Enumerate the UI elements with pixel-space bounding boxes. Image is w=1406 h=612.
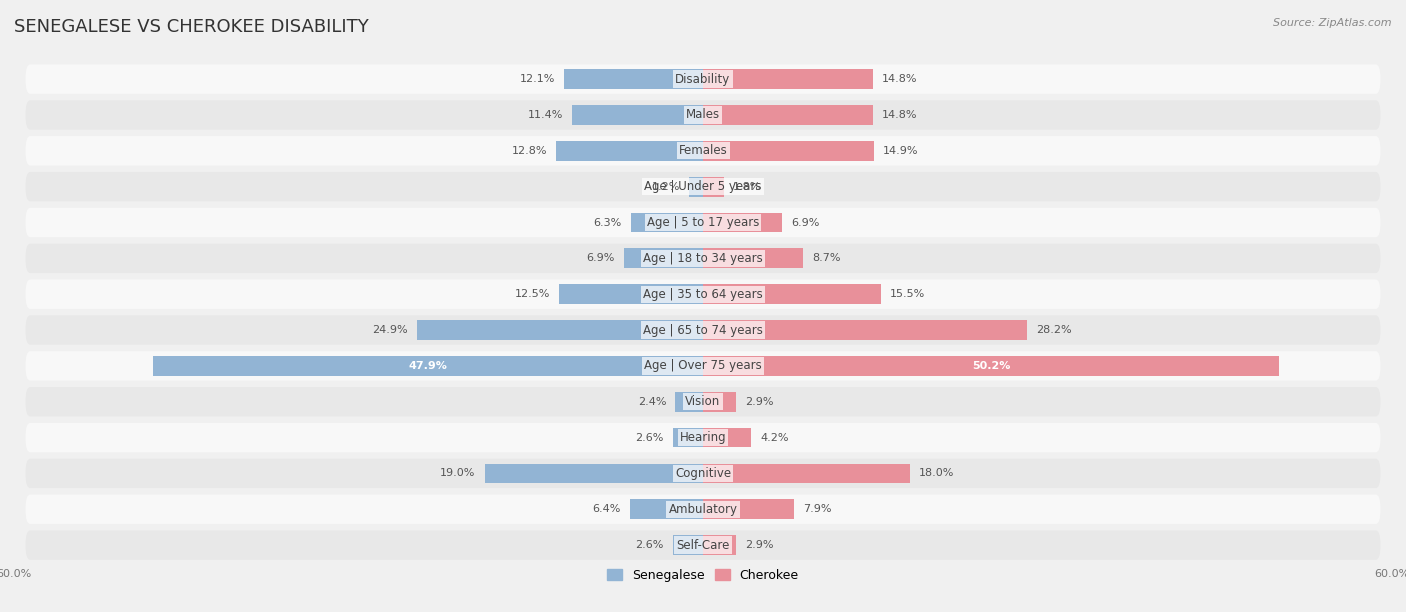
FancyBboxPatch shape (25, 494, 1381, 524)
Text: 28.2%: 28.2% (1036, 325, 1071, 335)
Text: 14.8%: 14.8% (882, 110, 918, 120)
Text: 2.6%: 2.6% (636, 540, 664, 550)
Text: 14.8%: 14.8% (882, 74, 918, 84)
FancyBboxPatch shape (25, 531, 1381, 560)
Bar (703, 105, 873, 125)
FancyBboxPatch shape (25, 64, 1381, 94)
Text: Source: ZipAtlas.com: Source: ZipAtlas.com (1274, 18, 1392, 28)
Bar (689, 177, 703, 196)
Bar (675, 392, 703, 412)
Text: Age | Under 5 years: Age | Under 5 years (644, 180, 762, 193)
Bar (703, 212, 782, 233)
Text: Vision: Vision (685, 395, 721, 408)
Text: Age | 65 to 74 years: Age | 65 to 74 years (643, 324, 763, 337)
Bar (703, 177, 724, 196)
Text: 1.8%: 1.8% (733, 182, 761, 192)
FancyBboxPatch shape (25, 100, 1381, 130)
FancyBboxPatch shape (25, 387, 1381, 416)
Bar (153, 356, 703, 376)
Text: Hearing: Hearing (679, 431, 727, 444)
Text: 50.2%: 50.2% (972, 361, 1011, 371)
Text: Self-Care: Self-Care (676, 539, 730, 551)
Text: 7.9%: 7.9% (803, 504, 831, 514)
Bar (703, 392, 737, 412)
FancyBboxPatch shape (25, 315, 1381, 345)
FancyBboxPatch shape (25, 208, 1381, 237)
Text: 8.7%: 8.7% (813, 253, 841, 263)
Bar (703, 428, 751, 447)
Text: SENEGALESE VS CHEROKEE DISABILITY: SENEGALESE VS CHEROKEE DISABILITY (14, 18, 368, 36)
Text: 12.1%: 12.1% (519, 74, 555, 84)
Text: 2.6%: 2.6% (636, 433, 664, 442)
Text: Age | Over 75 years: Age | Over 75 years (644, 359, 762, 372)
Text: 19.0%: 19.0% (440, 468, 475, 479)
Text: 11.4%: 11.4% (527, 110, 562, 120)
Text: 6.4%: 6.4% (592, 504, 620, 514)
Text: 18.0%: 18.0% (920, 468, 955, 479)
Bar (703, 499, 794, 519)
Bar (630, 499, 703, 519)
Bar (703, 141, 875, 161)
Text: Ambulatory: Ambulatory (668, 503, 738, 516)
FancyBboxPatch shape (25, 244, 1381, 273)
FancyBboxPatch shape (25, 459, 1381, 488)
Bar (631, 212, 703, 233)
Text: 6.9%: 6.9% (792, 217, 820, 228)
Legend: Senegalese, Cherokee: Senegalese, Cherokee (602, 564, 804, 587)
Text: 47.9%: 47.9% (409, 361, 447, 371)
Text: Males: Males (686, 108, 720, 121)
Bar (703, 248, 803, 268)
Text: 24.9%: 24.9% (373, 325, 408, 335)
Bar (703, 69, 873, 89)
Bar (564, 69, 703, 89)
Text: 2.9%: 2.9% (745, 397, 773, 407)
Bar (673, 428, 703, 447)
Text: 1.2%: 1.2% (651, 182, 681, 192)
Bar (703, 356, 1279, 376)
Text: 2.4%: 2.4% (638, 397, 666, 407)
Text: Disability: Disability (675, 73, 731, 86)
FancyBboxPatch shape (25, 423, 1381, 452)
FancyBboxPatch shape (25, 280, 1381, 309)
Text: Age | 5 to 17 years: Age | 5 to 17 years (647, 216, 759, 229)
Bar (555, 141, 703, 161)
Text: 14.9%: 14.9% (883, 146, 918, 156)
Bar (418, 320, 703, 340)
Text: 12.8%: 12.8% (512, 146, 547, 156)
Bar (703, 536, 737, 555)
FancyBboxPatch shape (25, 351, 1381, 381)
Bar (485, 463, 703, 483)
Text: 4.2%: 4.2% (761, 433, 789, 442)
Text: Age | 18 to 34 years: Age | 18 to 34 years (643, 252, 763, 265)
Bar (703, 463, 910, 483)
Text: Cognitive: Cognitive (675, 467, 731, 480)
Text: 12.5%: 12.5% (515, 289, 550, 299)
Text: 15.5%: 15.5% (890, 289, 925, 299)
Text: Age | 35 to 64 years: Age | 35 to 64 years (643, 288, 763, 300)
FancyBboxPatch shape (25, 172, 1381, 201)
FancyBboxPatch shape (25, 136, 1381, 165)
Bar (673, 536, 703, 555)
Text: 6.9%: 6.9% (586, 253, 614, 263)
Text: 6.3%: 6.3% (593, 217, 621, 228)
Bar (572, 105, 703, 125)
Bar (703, 320, 1026, 340)
Bar (560, 285, 703, 304)
Text: 2.9%: 2.9% (745, 540, 773, 550)
Bar (624, 248, 703, 268)
Text: Females: Females (679, 144, 727, 157)
Bar (703, 285, 882, 304)
